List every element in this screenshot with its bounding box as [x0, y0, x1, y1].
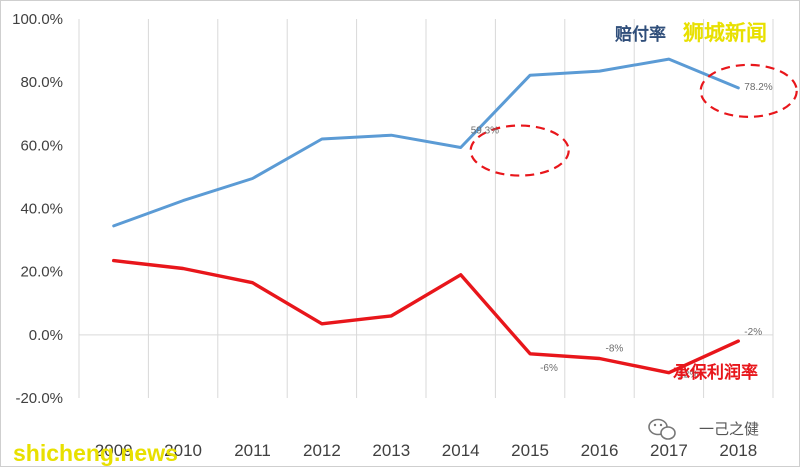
series-lines: [112, 57, 740, 375]
series-line-underwriting-margin: [112, 258, 740, 375]
highlight-ellipses: [469, 63, 798, 177]
grid-lines: [78, 19, 774, 398]
series-line-claims-ratio: [112, 57, 740, 228]
series-label-claims-ratio: 赔付率: [615, 24, 666, 44]
y-tick-label: 80.0%: [20, 74, 63, 91]
wechat-account-name: 一己之健: [699, 421, 759, 438]
x-tick-label: 2011: [234, 441, 271, 460]
x-tick-label: 2014: [442, 441, 480, 460]
x-tick-label: 2010: [164, 441, 202, 460]
watermark-bottom-left: shicheng.news: [13, 440, 178, 466]
data-label: 78.2%: [744, 82, 772, 93]
data-label: -6%: [540, 363, 558, 374]
x-tick-label: 2016: [581, 441, 619, 460]
x-tick-label: 2013: [372, 441, 410, 460]
y-tick-label: 60.0%: [20, 137, 63, 154]
watermark-top-right: 狮城新闻: [683, 21, 767, 45]
x-tick-label: 2009: [95, 441, 133, 460]
data-label: -12%: [675, 370, 698, 381]
data-labels: 59.3% 78.2% -6% -8% -12% -2%: [471, 82, 773, 381]
data-label: -8%: [606, 344, 624, 355]
highlight-ellipse: [699, 63, 798, 118]
y-tick-label: 20.0%: [20, 264, 63, 281]
x-axis-ticks: 2009 2010 2011 2012 2013 2014 2015 2016 2017 2018: [95, 441, 757, 460]
x-tick-label: 2018: [719, 441, 757, 460]
y-tick-label: -20.0%: [15, 390, 63, 407]
x-tick-label: 2012: [303, 441, 341, 460]
wechat-icon: [648, 418, 676, 440]
y-tick-label: 0.0%: [29, 327, 63, 344]
data-label: 59.3%: [471, 126, 499, 137]
y-tick-label: 40.0%: [20, 201, 63, 218]
highlight-ellipse: [469, 124, 570, 177]
series-label-underwriting-margin: 承保利润率: [673, 362, 758, 382]
y-tick-label: 100.0%: [12, 11, 63, 28]
x-tick-label: 2017: [650, 441, 688, 460]
y-axis-ticks: 100.0% 80.0% 60.0% 40.0% 20.0% 0.0% -20.0%: [12, 11, 63, 407]
data-label: -2%: [744, 327, 762, 338]
x-tick-label: 2015: [511, 441, 549, 460]
